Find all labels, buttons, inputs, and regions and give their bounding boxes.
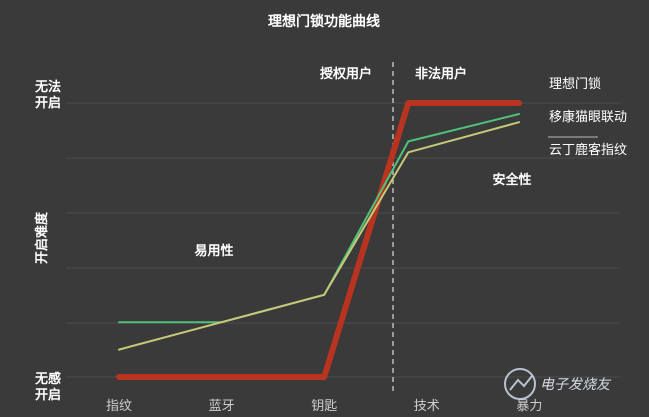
watermark-logo-mark xyxy=(509,375,533,391)
y-level-bottom: 无感开启 xyxy=(34,371,61,403)
x-tick-label: 暴力 xyxy=(516,399,542,414)
annotation-illegal-users: 非法用户 xyxy=(415,66,467,82)
annotation-security: 安全性 xyxy=(492,172,531,188)
x-tick-labels: 指纹 蓝牙 钥匙 技术 暴力 xyxy=(106,399,542,414)
watermark: 电子发烧友 xyxy=(504,368,612,400)
x-tick-label: 蓝牙 xyxy=(209,399,235,414)
y-axis-label: 开启难度 xyxy=(34,211,50,264)
watermark-logo-icon xyxy=(504,368,536,400)
chart-title: 理想门锁功能曲线 xyxy=(268,13,380,30)
legend-entry: 云丁鹿客指纹 xyxy=(549,142,627,158)
series-line-0 xyxy=(116,100,523,380)
x-tick-label: 钥匙 xyxy=(311,399,337,414)
series-line-2 xyxy=(118,121,521,351)
legend-entry: 理想门锁 xyxy=(549,76,601,92)
x-tick-label: 指纹 xyxy=(106,399,132,414)
annotation-usability: 易用性 xyxy=(194,243,233,259)
legend-entry: 移康猫眼联动 xyxy=(549,109,627,125)
y-level-top: 无法开启 xyxy=(34,79,61,111)
annotation-authorized-users: 授权用户 xyxy=(320,66,372,82)
x-tick-label: 技术 xyxy=(414,399,440,414)
series-lines xyxy=(116,100,523,380)
watermark-text: 电子发烧友 xyxy=(540,377,612,393)
